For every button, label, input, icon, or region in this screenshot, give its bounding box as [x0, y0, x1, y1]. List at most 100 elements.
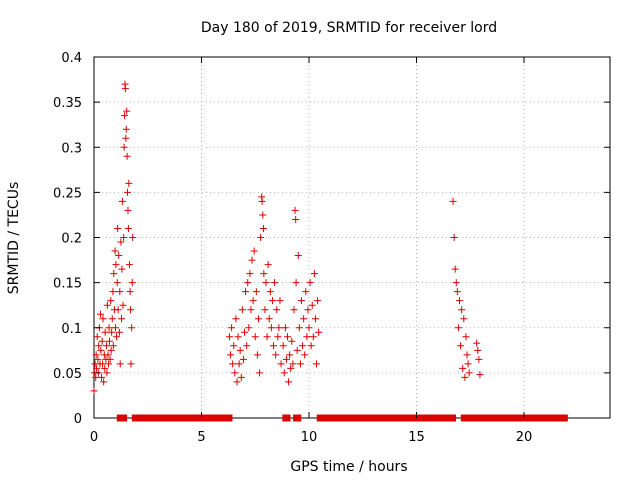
data-point [93, 364, 101, 372]
data-point [453, 288, 461, 296]
data-point [257, 234, 265, 241]
data-point [99, 360, 107, 368]
data-point [101, 364, 109, 372]
data-point [458, 306, 466, 314]
data-point [259, 224, 267, 232]
data-point [245, 324, 253, 332]
y-tick-label: 0.35 [53, 96, 82, 111]
data-point [105, 337, 113, 345]
data-point [124, 188, 132, 196]
y-axis-label: SRMTID / TECUs [6, 182, 22, 295]
data-point [230, 342, 238, 350]
data-point [106, 355, 114, 363]
data-point [108, 328, 116, 336]
data-point [114, 306, 122, 314]
y-tick-label: 0.4 [61, 51, 82, 66]
data-point [262, 279, 270, 287]
data-point [264, 261, 272, 269]
y-tick-label: 0 [74, 412, 82, 427]
data-point [123, 152, 131, 160]
data-point [280, 369, 288, 377]
data-point [124, 206, 132, 214]
data-point [300, 315, 308, 323]
x-tick-label: 10 [301, 430, 318, 445]
data-point [112, 324, 119, 332]
data-point [122, 134, 130, 142]
data-point [242, 288, 250, 296]
data-point [126, 288, 134, 296]
data-point [476, 371, 484, 379]
data-point [225, 333, 233, 341]
data-point [102, 342, 110, 350]
data-point [98, 337, 106, 345]
data-point [244, 279, 252, 287]
data-point [103, 369, 111, 377]
data-point [260, 270, 268, 278]
data-point [297, 297, 305, 305]
x-tick-label: 20 [516, 430, 533, 445]
data-point [109, 288, 117, 296]
data-point [266, 288, 274, 296]
data-point [268, 297, 276, 305]
data-point [92, 351, 100, 359]
data-point [107, 346, 115, 354]
data-point [239, 355, 247, 363]
data-point [123, 107, 131, 115]
data-point [277, 360, 285, 368]
data-point [454, 324, 462, 332]
data-point [243, 342, 251, 350]
data-point [121, 112, 129, 120]
data-point [294, 252, 302, 260]
data-point [286, 351, 294, 359]
data-point [292, 215, 300, 223]
data-point [246, 270, 254, 278]
data-point [304, 306, 312, 314]
data-point [236, 346, 244, 354]
data-point [116, 360, 124, 368]
data-point [313, 360, 321, 368]
data-point [463, 351, 471, 359]
data-point [474, 346, 482, 354]
data-point [95, 342, 103, 350]
data-point [281, 324, 289, 332]
y-tick-label: 0.25 [53, 186, 82, 201]
zero-level-segment [293, 414, 302, 422]
data-point [127, 306, 135, 314]
data-point [314, 297, 322, 305]
data-point [237, 373, 245, 381]
data-point [229, 360, 237, 368]
data-point [303, 333, 311, 341]
data-point [296, 360, 304, 368]
data-point [120, 143, 128, 151]
data-point [473, 339, 481, 347]
data-point [282, 355, 290, 363]
data-point [308, 301, 316, 309]
data-point [124, 224, 132, 232]
y-tick-label: 0.05 [53, 367, 82, 382]
data-point [301, 351, 309, 359]
data-point [234, 333, 242, 341]
data-point [293, 346, 301, 354]
data-point [233, 378, 241, 386]
data-point [456, 297, 463, 305]
data-point [299, 342, 307, 350]
data-point [98, 373, 106, 381]
data-point [254, 315, 262, 323]
x-tick-label: 5 [197, 430, 205, 445]
data-point [247, 306, 255, 314]
y-tick-label: 0.3 [61, 141, 82, 156]
zero-level-segment [131, 414, 233, 422]
data-point [107, 297, 115, 305]
data-point [253, 351, 261, 359]
data-point [231, 369, 239, 377]
data-point [103, 301, 111, 309]
data-point [125, 179, 133, 187]
y-tick-label: 0.2 [61, 232, 82, 247]
data-point [227, 351, 235, 359]
data-point [265, 315, 273, 323]
data-point [462, 333, 470, 341]
data-point [121, 85, 129, 93]
data-point [273, 306, 281, 314]
